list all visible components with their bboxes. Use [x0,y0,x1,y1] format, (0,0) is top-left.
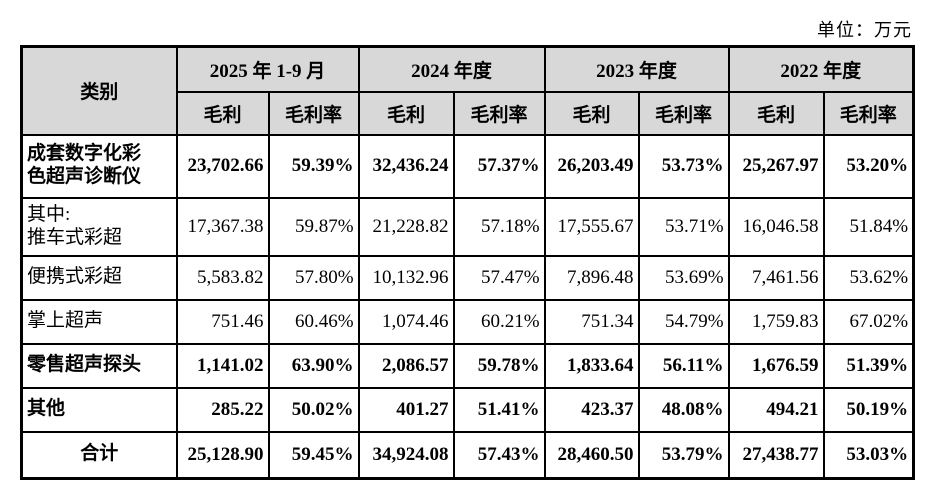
table-row: 掌上超声 751.46 60.46% 1,074.46 60.21% 751.3… [20,298,915,345]
cell: 67.02% [822,298,915,345]
cell: 26,203.49 [543,133,640,199]
cell: 1,833.64 [543,342,640,389]
sub-header-gross-margin: 毛利率 [452,90,546,136]
sub-header-gross-profit: 毛利 [543,90,640,136]
cell: 57.37% [452,133,546,199]
cell: 57.18% [452,196,546,257]
cell: 50.02% [267,386,360,433]
cell: 751.46 [175,298,270,345]
period-header-row: 类别 2025 年 1-9 月 2024 年度 2023 年度 2022 年度 [20,45,915,136]
cell: 401.27 [357,386,455,433]
cell: 21,228.82 [357,196,455,257]
cell: 53.20% [822,133,915,199]
sub-header-row: 毛利 毛利率 毛利 毛利率 毛利 毛利率 毛利 毛利率 [22,90,915,136]
cell: 54.79% [637,298,730,345]
cell: 53.71% [637,196,730,257]
cell: 17,367.38 [175,196,270,257]
cell: 51.84% [822,196,915,257]
table-row: 成套数字化彩 色超声诊断仪 23,702.66 59.39% 32,436.24… [20,133,915,199]
cell: 53.79% [637,430,730,480]
cell: 27,438.77 [727,430,825,480]
sub-header-gross-profit: 毛利 [175,90,270,136]
cell: 16,046.58 [727,196,825,257]
sub-header-gross-margin: 毛利率 [822,90,915,136]
cell: 51.41% [452,386,546,433]
row-label: 零售超声探头 [20,342,178,389]
cell: 59.45% [267,430,360,480]
row-label: 其中: 推车式彩超 [20,196,178,257]
table-row-total: 合计 25,128.90 59.45% 34,924.08 57.43% 28,… [20,430,915,480]
cell: 1,676.59 [727,342,825,389]
cell: 60.21% [452,298,546,345]
cell: 59.78% [452,342,546,389]
cell: 7,896.48 [543,254,640,301]
cell: 48.08% [637,386,730,433]
cell: 63.90% [267,342,360,389]
cell: 494.21 [727,386,825,433]
cell: 2,086.57 [357,342,455,389]
table-row: 其中: 推车式彩超 17,367.38 59.87% 21,228.82 57.… [20,196,915,257]
cell: 56.11% [637,342,730,389]
cell: 59.39% [267,133,360,199]
cell: 1,759.83 [727,298,825,345]
sub-header-gross-profit: 毛利 [727,90,825,136]
cell: 285.22 [175,386,270,433]
period-header-2025: 2025 年 1-9 月 [175,45,360,93]
cell: 51.39% [822,342,915,389]
cell: 34,924.08 [357,430,455,480]
cell: 53.03% [822,430,915,480]
row-label-total: 合计 [20,430,178,480]
cell: 23,702.66 [175,133,270,199]
cell: 25,267.97 [727,133,825,199]
cell: 25,128.90 [175,430,270,480]
cell: 57.80% [267,254,360,301]
row-label: 其他 [20,386,178,433]
table-row: 其他 285.22 50.02% 401.27 51.41% 423.37 48… [20,386,915,433]
period-header-2022: 2022 年度 [727,45,915,93]
sub-header-gross-margin: 毛利率 [267,90,360,136]
cell: 32,436.24 [357,133,455,199]
cell: 57.43% [452,430,546,480]
cell: 60.46% [267,298,360,345]
cell: 1,074.46 [357,298,455,345]
cell: 751.34 [543,298,640,345]
cell: 59.87% [267,196,360,257]
row-label: 掌上超声 [20,298,178,345]
period-header-2023: 2023 年度 [543,45,730,93]
cell: 423.37 [543,386,640,433]
cell: 5,583.82 [175,254,270,301]
cell: 7,461.56 [727,254,825,301]
sub-header-gross-margin: 毛利率 [637,90,730,136]
cell: 10,132.96 [357,254,455,301]
unit-label: 单位：万元 [817,20,912,40]
cell: 53.62% [822,254,915,301]
row-label: 便携式彩超 [20,254,178,301]
gross-profit-table: 类别 2025 年 1-9 月 2024 年度 2023 年度 2022 年度 … [20,45,916,480]
sub-header-gross-profit: 毛利 [357,90,455,136]
cell: 1,141.02 [175,342,270,389]
cell: 50.19% [822,386,915,433]
cell: 17,555.67 [543,196,640,257]
table-row: 便携式彩超 5,583.82 57.80% 10,132.96 57.47% 7… [20,254,915,301]
row-label: 成套数字化彩 色超声诊断仪 [20,133,178,199]
period-header-2024: 2024 年度 [357,45,546,93]
cell: 53.69% [637,254,730,301]
table-row: 零售超声探头 1,141.02 63.90% 2,086.57 59.78% 1… [20,342,915,389]
cell: 53.73% [637,133,730,199]
cell: 28,460.50 [543,430,640,480]
cell: 57.47% [452,254,546,301]
category-header: 类别 [20,45,178,136]
